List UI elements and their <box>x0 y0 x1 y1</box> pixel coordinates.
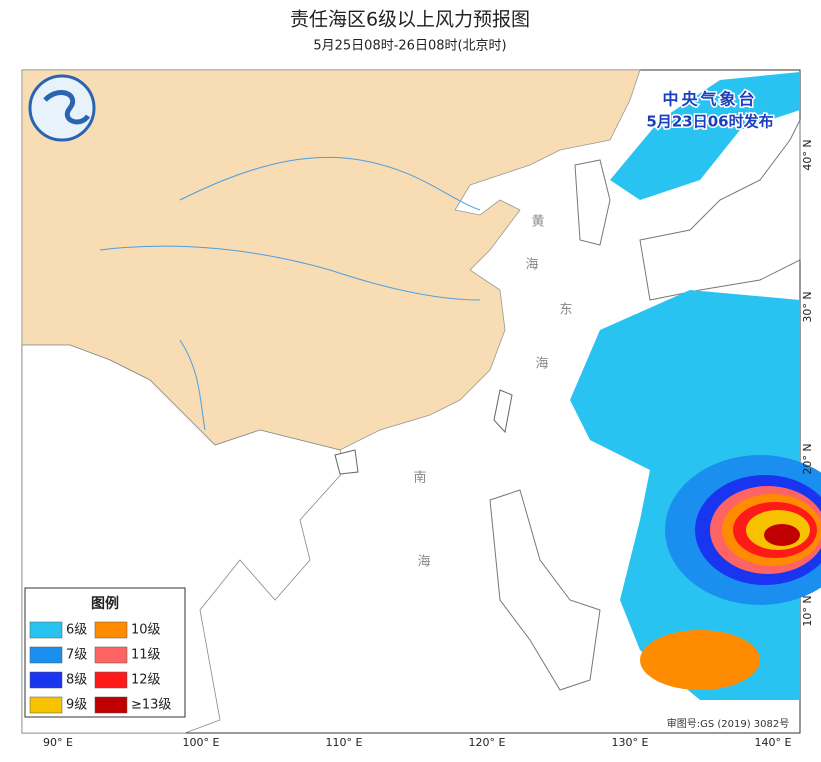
latitude-label: 30° N <box>801 291 814 322</box>
sea-label: 海 <box>535 357 548 372</box>
sea-label: 海 <box>417 555 430 570</box>
legend-label: 8级 <box>66 673 87 688</box>
wind-areas <box>570 72 821 700</box>
taiwan <box>493 389 513 434</box>
legend-label: 9级 <box>66 698 87 713</box>
longitude-label: 100° E <box>183 736 220 749</box>
legend-label: 10级 <box>131 623 161 638</box>
philippines <box>489 489 601 691</box>
subtitle: 5月25日08时-26日08时(北京时) <box>313 39 506 54</box>
sea-label: 海 <box>525 258 538 273</box>
issuer-time: 5月23日06时发布 <box>646 113 773 131</box>
legend-label: 12级 <box>131 673 161 688</box>
legend-swatch <box>94 621 128 639</box>
legend-label: 11级 <box>131 648 161 663</box>
logo <box>28 74 96 142</box>
legend-label: 7级 <box>66 648 87 663</box>
issuer-name: 中央气象台 <box>662 90 757 109</box>
rivers <box>99 156 481 431</box>
hainan <box>334 449 359 475</box>
legend-swatch <box>29 696 63 714</box>
latitude-label: 20° N <box>801 443 814 474</box>
korea <box>574 159 611 246</box>
longitude-label: 110° E <box>326 736 363 749</box>
legend-label: 6级 <box>66 623 87 638</box>
legend-swatch <box>29 646 63 664</box>
latitude-label: 40° N <box>801 139 814 170</box>
legend-swatch <box>94 646 128 664</box>
review-number: 审图号:GS (2019) 3082号 <box>667 717 790 730</box>
wind-area <box>640 630 760 690</box>
latitude-label: 10° N <box>801 595 814 626</box>
legend-swatch <box>94 671 128 689</box>
sea-label: 黄 <box>531 215 544 230</box>
legend: 图例 6级 10级 7级 11级 8级 12级 9级 ≥13级 <box>24 587 186 718</box>
sea-label: 南 <box>413 470 426 486</box>
longitude-label: 140° E <box>755 736 792 749</box>
legend-swatch <box>29 621 63 639</box>
legend-label: ≥13级 <box>131 698 171 713</box>
legend-swatch <box>94 696 128 714</box>
longitude-label: 120° E <box>469 736 506 749</box>
legend-title: 图例 <box>91 595 119 612</box>
legend-swatch <box>29 671 63 689</box>
wind-area <box>764 524 800 546</box>
longitude-label: 90° E <box>43 736 73 749</box>
longitude-label: 130° E <box>612 736 649 749</box>
sea-label: 东 <box>559 303 572 318</box>
wind-area <box>610 72 800 200</box>
title: 责任海区6级以上风力预报图 <box>290 9 530 31</box>
logo-mark <box>43 90 91 125</box>
